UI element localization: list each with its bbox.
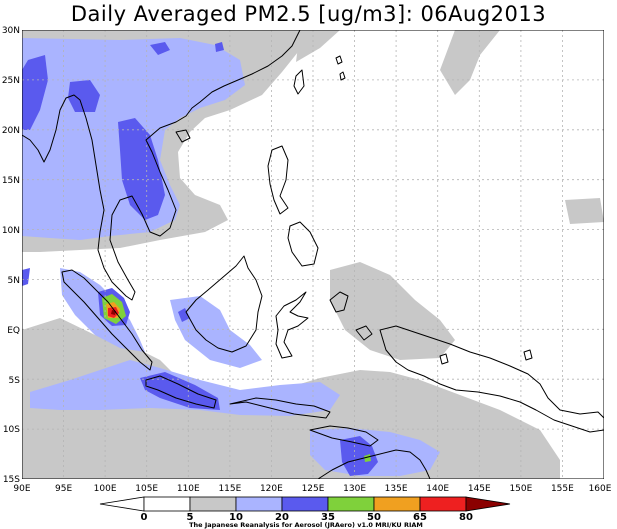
- colorbar-segment-0-5: [143, 496, 191, 512]
- colorbar-label: 10: [229, 512, 243, 523]
- lat-label: 5S: [9, 376, 21, 386]
- lon-label: 125E: [302, 484, 325, 494]
- lat-label: EQ: [7, 326, 20, 336]
- colorbar-segment-35-50: [327, 496, 375, 512]
- lon-label: 90E: [13, 484, 30, 494]
- lat-label: 15S: [3, 475, 20, 485]
- colorbar-segment-low-arrow: [99, 496, 145, 512]
- colorbar-label: 35: [321, 512, 335, 523]
- lon-label: 160E: [589, 484, 612, 494]
- colorbar-label: 80: [459, 512, 473, 523]
- colorbar-segment-high-arrow: [465, 496, 511, 512]
- lon-label: 115E: [218, 484, 241, 494]
- lat-label: 20N: [2, 126, 20, 136]
- lon-label: 120E: [260, 484, 283, 494]
- lat-label: 10S: [3, 425, 20, 435]
- colorbar-segment-20-35: [281, 496, 329, 512]
- lon-label: 150E: [509, 484, 532, 494]
- lat-label: 10N: [2, 226, 20, 236]
- credit-text: The Japanese Reanalysis for Aerosol (JRA…: [189, 521, 423, 529]
- lon-label: 135E: [385, 484, 408, 494]
- pm25-level-20-35: [22, 42, 378, 476]
- lat-label: 25N: [2, 76, 20, 86]
- colorbar-label: 50: [367, 512, 381, 523]
- map-field: [22, 30, 604, 479]
- lon-label: 100E: [94, 484, 117, 494]
- lon-label: 130E: [343, 484, 366, 494]
- colorbar-segment-50-65: [373, 496, 421, 512]
- lat-label: 5N: [8, 276, 20, 286]
- lon-label: 105E: [135, 484, 158, 494]
- colorbar: 0 5 10 20 35 50 65 80 The Japanese Reana…: [99, 496, 511, 529]
- colorbar-label: 20: [275, 512, 289, 523]
- lat-label: 30N: [2, 26, 20, 36]
- lon-label: 155E: [551, 484, 574, 494]
- lon-label: 95E: [55, 484, 72, 494]
- lon-label: 110E: [177, 484, 200, 494]
- lon-labels: 90E 95E 100E 105E 110E 115E 120E 125E 13…: [13, 484, 611, 494]
- coastlines: [22, 30, 604, 479]
- colorbar-segment-10-20: [235, 496, 283, 512]
- colorbar-label: 5: [187, 512, 194, 523]
- colorbar-segment-5-10: [189, 496, 237, 512]
- lat-label: 15N: [2, 176, 20, 186]
- colorbar-segment-65-80: [419, 496, 467, 512]
- colorbar-label: 65: [413, 512, 427, 523]
- lat-labels: 30N 25N 20N 15N 10N 5N EQ 5S 10S 15S: [2, 26, 20, 485]
- lon-label: 145E: [468, 484, 491, 494]
- graticule: [22, 30, 604, 479]
- colorbar-label: 0: [141, 512, 148, 523]
- lon-label: 140E: [426, 484, 449, 494]
- map-title: Daily Averaged PM2.5 [ug/m3]: 06Aug2013: [70, 2, 547, 26]
